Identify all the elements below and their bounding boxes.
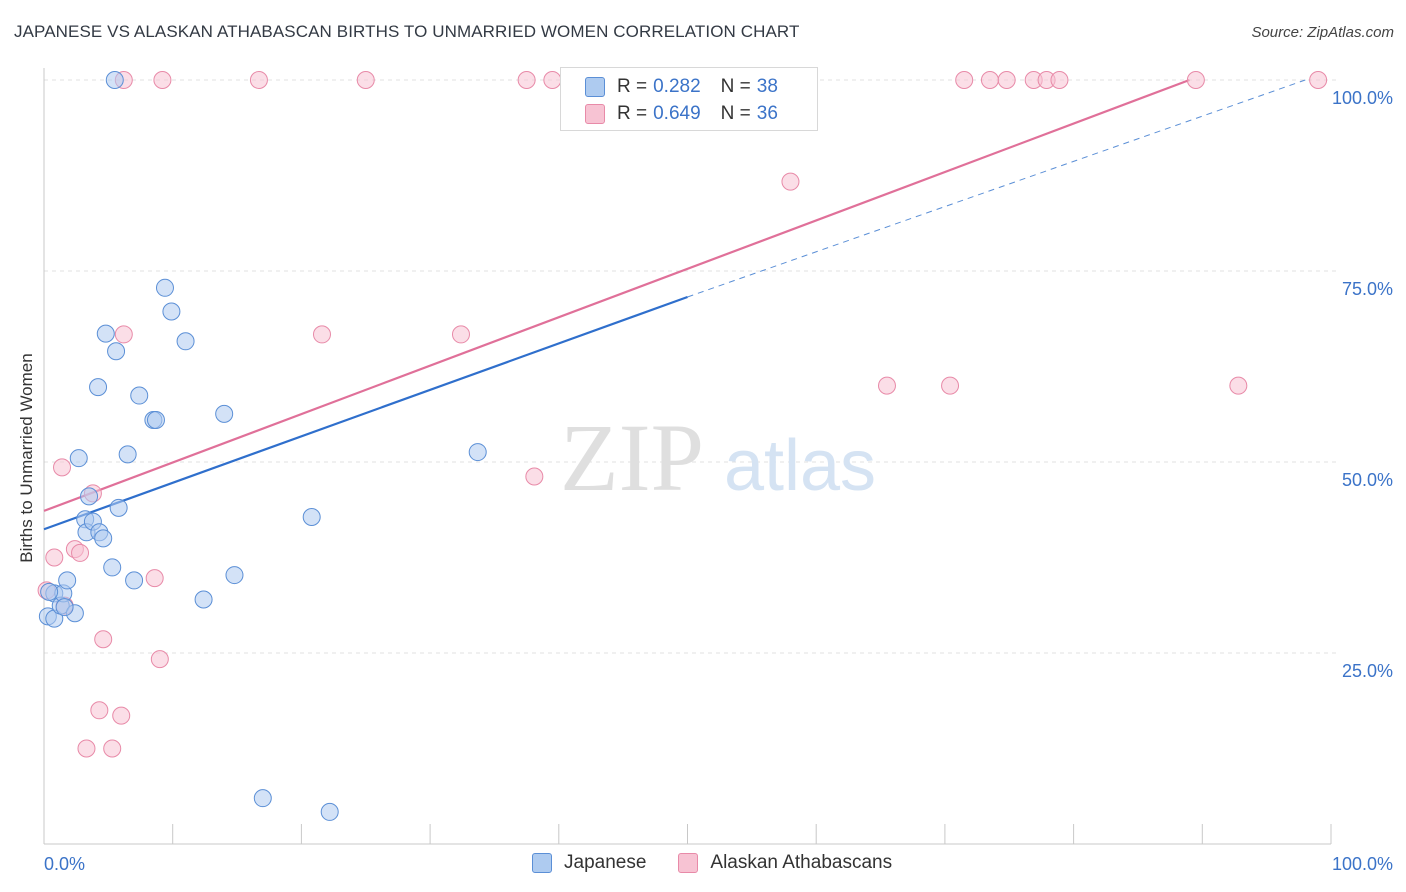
- point-alaskan: [517, 71, 536, 89]
- point-japanese: [107, 342, 126, 361]
- point-japanese: [162, 302, 181, 321]
- point-alaskan: [45, 548, 64, 567]
- y-tick-label: 100.0%: [1332, 88, 1393, 108]
- japanese-swatch: [532, 853, 552, 873]
- point-alaskan: [781, 172, 800, 191]
- watermark-zip: ZIP: [560, 404, 704, 511]
- legend-r-label: R =: [617, 76, 648, 97]
- point-alaskan: [980, 71, 999, 89]
- point-alaskan: [356, 71, 375, 89]
- point-alaskan: [77, 739, 96, 758]
- point-alaskan: [941, 376, 960, 395]
- point-alaskan: [955, 71, 974, 89]
- point-alaskan: [94, 630, 113, 649]
- point-japanese: [89, 378, 108, 397]
- point-alaskan: [1186, 71, 1205, 89]
- point-japanese: [302, 508, 321, 527]
- stats-legend: R = 0.282 N = 38 R = 0.649 N = 36: [560, 67, 818, 131]
- point-japanese: [215, 404, 234, 423]
- y-tick-label: 75.0%: [1342, 279, 1393, 299]
- point-alaskan: [112, 706, 131, 725]
- point-japanese: [105, 71, 124, 89]
- chart-title: JAPANESE VS ALASKAN ATHABASCAN BIRTHS TO…: [14, 22, 800, 41]
- point-alaskan: [53, 458, 72, 477]
- point-alaskan: [1229, 376, 1248, 395]
- legend-item-alaskan: Alaskan Athabascans: [678, 852, 892, 874]
- point-alaskan: [114, 325, 133, 344]
- watermark-atlas: atlas: [724, 426, 876, 506]
- trend-lines: [43, 78, 1306, 531]
- data-points: [37, 71, 1328, 821]
- y-tick-label: 50.0%: [1342, 470, 1393, 490]
- legend-n-value: 38: [756, 76, 778, 97]
- point-japanese: [40, 582, 59, 601]
- point-alaskan: [877, 376, 896, 395]
- legend-n-label: N =: [720, 103, 751, 124]
- point-japanese: [80, 487, 99, 506]
- point-alaskan: [153, 71, 172, 89]
- alaskan-swatch: [585, 104, 605, 124]
- point-japanese: [320, 802, 339, 821]
- watermark: ZIP atlas: [560, 404, 876, 511]
- point-alaskan: [150, 650, 169, 669]
- point-japanese: [130, 386, 149, 405]
- legend-row-japanese: R = 0.282 N = 38: [585, 75, 778, 99]
- x-tick-label: 100.0%: [1332, 854, 1393, 874]
- point-alaskan: [71, 543, 90, 562]
- point-japanese: [96, 324, 115, 343]
- point-alaskan: [312, 325, 331, 344]
- legend-label-alaskan: Alaskan Athabascans: [710, 852, 893, 873]
- legend-r-value: 0.282: [653, 76, 701, 97]
- legend-label-japanese: Japanese: [564, 852, 647, 873]
- trend-line-alaskan: [43, 78, 1190, 512]
- point-japanese: [103, 558, 122, 577]
- point-alaskan: [249, 71, 268, 89]
- y-tick-label: 25.0%: [1342, 661, 1393, 681]
- point-japanese: [118, 445, 137, 464]
- series-legend: Japanese Alaskan Athabascans: [532, 852, 924, 874]
- point-japanese: [94, 529, 113, 548]
- legend-r-value: 0.649: [653, 103, 701, 124]
- x-tick-label: 0.0%: [44, 854, 85, 874]
- point-japanese: [58, 571, 77, 590]
- legend-n-label: N =: [720, 76, 751, 97]
- point-japanese: [55, 598, 74, 617]
- point-japanese: [176, 332, 195, 351]
- axes: [43, 68, 1332, 845]
- point-japanese: [468, 443, 487, 462]
- trend-line-japanese: [43, 295, 688, 531]
- source-label: Source: ZipAtlas.com: [1251, 24, 1394, 41]
- point-japanese: [155, 278, 174, 297]
- point-japanese: [69, 449, 88, 468]
- point-japanese: [225, 566, 244, 585]
- legend-n-value: 36: [756, 103, 778, 124]
- legend-item-japanese: Japanese: [532, 852, 646, 874]
- tick-labels: 25.0% 50.0% 75.0% 100.0% 0.0% 100.0%: [44, 88, 1393, 874]
- point-alaskan: [525, 467, 544, 486]
- point-alaskan: [1309, 71, 1328, 89]
- point-alaskan: [90, 701, 109, 720]
- point-alaskan: [103, 739, 122, 758]
- point-japanese: [125, 571, 144, 590]
- point-japanese: [194, 590, 213, 609]
- point-japanese: [109, 498, 128, 517]
- point-alaskan: [451, 325, 470, 344]
- point-alaskan: [543, 71, 562, 89]
- point-alaskan: [145, 569, 164, 588]
- legend-row-alaskan: R = 0.649 N = 36: [585, 102, 778, 126]
- point-alaskan: [1050, 71, 1069, 89]
- japanese-swatch: [585, 77, 605, 97]
- point-alaskan: [997, 71, 1016, 89]
- point-japanese: [146, 410, 165, 429]
- legend-r-label: R =: [617, 103, 648, 124]
- alaskan-swatch: [678, 853, 699, 873]
- point-japanese: [253, 789, 272, 808]
